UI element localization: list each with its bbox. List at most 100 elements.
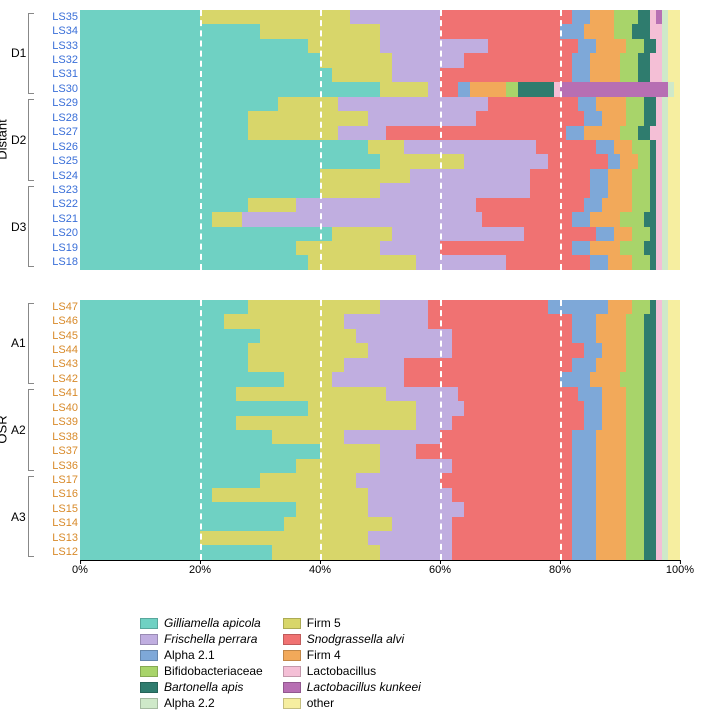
- bar-segment: [668, 329, 680, 343]
- table-row: [80, 444, 680, 458]
- group-label: A3: [11, 510, 26, 524]
- sample-label: LS13: [42, 531, 78, 545]
- bar-segment: [80, 227, 332, 241]
- legend-swatch: [283, 618, 301, 629]
- bar-segment: [416, 255, 506, 269]
- bar-segment: [596, 430, 626, 444]
- sample-label: LS23: [42, 183, 78, 197]
- bar-segment: [602, 387, 626, 401]
- bar-segment: [614, 24, 632, 38]
- bar-segment: [452, 517, 572, 531]
- bar-segment: [80, 459, 296, 473]
- bar-segment: [80, 488, 212, 502]
- bar-segment: [392, 227, 524, 241]
- bar-segment: [80, 169, 320, 183]
- bar-segment: [644, 241, 656, 255]
- bar-segment: [578, 39, 596, 53]
- bar-segment: [614, 10, 638, 24]
- bar-segment: [482, 212, 572, 226]
- sample-label: LS43: [42, 358, 78, 372]
- bar-segment: [80, 444, 320, 458]
- bar-segment: [458, 387, 578, 401]
- bar-segment: [668, 416, 680, 430]
- bar-segment: [344, 358, 404, 372]
- sample-label: LS34: [42, 24, 78, 38]
- bar-segment: [626, 430, 644, 444]
- legend-label: Snodgrassella alvi: [307, 632, 404, 646]
- x-tick: 60%: [429, 564, 451, 576]
- legend-swatch: [140, 634, 158, 645]
- bar-segment: [380, 459, 452, 473]
- bar-segment: [296, 459, 380, 473]
- bar-segment: [644, 314, 656, 328]
- bar-segment: [668, 10, 680, 24]
- legend-swatch: [140, 698, 158, 709]
- bar-segment: [644, 343, 656, 357]
- bar-segment: [320, 169, 410, 183]
- table-row: [80, 300, 680, 314]
- bar-segment: [668, 444, 680, 458]
- bar-segment: [668, 401, 680, 415]
- sample-label: LS12: [42, 545, 78, 559]
- bar-segment: [296, 198, 476, 212]
- bar-segment: [644, 517, 656, 531]
- bar-segment: [644, 459, 656, 473]
- bar-segment: [626, 358, 644, 372]
- bar-segment: [80, 300, 248, 314]
- site-label-distant: Distant: [0, 119, 10, 159]
- legend-label: Firm 4: [307, 648, 341, 662]
- bar-segment: [632, 198, 650, 212]
- bar-segment: [488, 97, 578, 111]
- bar-segment: [368, 343, 452, 357]
- bar-segment: [356, 473, 440, 487]
- bar-segment: [80, 126, 248, 140]
- bar-segment: [464, 53, 572, 67]
- bar-segment: [80, 314, 224, 328]
- bar-segment: [590, 372, 620, 386]
- table-row: [80, 97, 680, 111]
- bar-segment: [584, 401, 602, 415]
- table-row: [80, 531, 680, 545]
- bar-segment: [338, 126, 386, 140]
- bar-segment: [644, 488, 656, 502]
- table-row: [80, 53, 680, 67]
- bar-segment: [272, 545, 380, 559]
- bar-segment: [626, 387, 644, 401]
- bar-segment: [386, 387, 458, 401]
- bar-segment: [380, 82, 428, 96]
- bar-segment: [626, 401, 644, 415]
- legend: Gilliamella apicolaFrischella perraraAlp…: [140, 616, 640, 710]
- site-label-osr: OSR: [0, 415, 10, 443]
- table-row: [80, 154, 680, 168]
- bar-segment: [80, 358, 248, 372]
- sample-label: LS42: [42, 372, 78, 386]
- table-row: [80, 227, 680, 241]
- bar-segment: [392, 68, 440, 82]
- sample-label: LS24: [42, 169, 78, 183]
- bar-segment: [248, 343, 368, 357]
- legend-swatch: [140, 666, 158, 677]
- bar-segment: [596, 39, 626, 53]
- bar-segment: [626, 97, 644, 111]
- bar-segment: [668, 53, 680, 67]
- bar-segment: [584, 126, 620, 140]
- table-row: [80, 183, 680, 197]
- sample-label: LS25: [42, 154, 78, 168]
- bar-segment: [596, 329, 626, 343]
- bar-segment: [428, 82, 440, 96]
- legend-swatch: [283, 682, 301, 693]
- legend-item: Bifidobacteriaceae: [140, 664, 263, 678]
- bar-segment: [416, 416, 452, 430]
- bar-segment: [428, 314, 572, 328]
- bar-segment: [596, 444, 626, 458]
- panel-osr: LS47LS46LS45LS44LS43LS42LS41LS40LS39LS38…: [80, 300, 680, 560]
- bar-segment: [668, 488, 680, 502]
- bar-segment: [380, 241, 440, 255]
- bar-segment: [614, 227, 632, 241]
- bar-segment: [626, 314, 644, 328]
- bar-segment: [380, 24, 440, 38]
- sample-label: LS26: [42, 140, 78, 154]
- bar-segment: [626, 531, 644, 545]
- bar-segment: [236, 416, 416, 430]
- legend-item: Bartonella apis: [140, 680, 263, 694]
